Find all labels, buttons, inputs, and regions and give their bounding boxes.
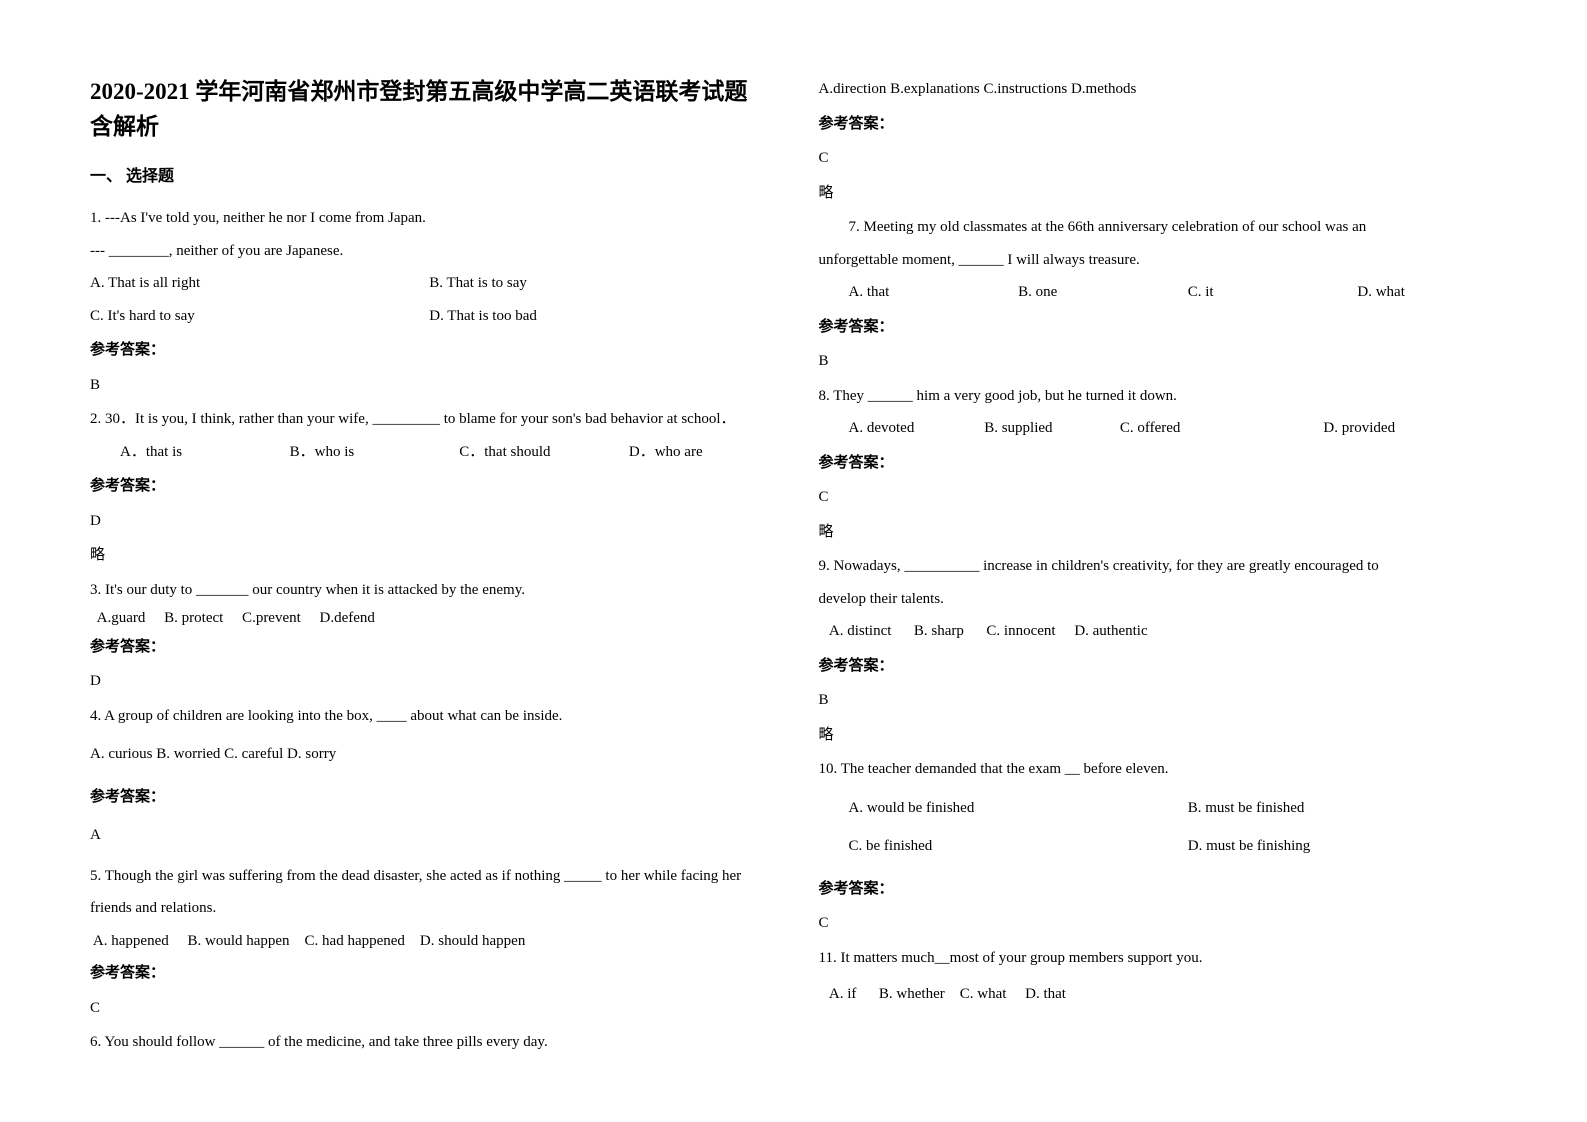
q4-answer: A (90, 821, 769, 850)
q9-line1: 9. Nowadays, __________ increase in chil… (819, 552, 1498, 581)
q4-answer-label: 参考答案： (90, 783, 769, 812)
q1-optA: A. That is all right (90, 269, 429, 298)
q11-opts: A. if B. whether C. what D. that (819, 980, 1498, 1009)
q5-opts: A. happened B. would happen C. had happe… (90, 927, 769, 956)
q1-answer: B (90, 371, 769, 400)
q2-text: 2. 30．It is you, I think, rather than yo… (90, 405, 769, 434)
q3-text: 3. It's our duty to _______ our country … (90, 576, 769, 605)
q1-line1: 1. ---As I've told you, neither he nor I… (90, 204, 769, 233)
q7-optA: A. that (819, 278, 989, 307)
q7-optD: D. what (1327, 278, 1497, 307)
q10-answer-label: 参考答案： (819, 875, 1498, 904)
q5-answer: C (90, 994, 769, 1023)
q1-line2: --- ________, neither of you are Japanes… (90, 237, 769, 266)
q2-optA: A．that is (90, 438, 260, 467)
q7-optB: B. one (988, 278, 1158, 307)
q1-optB: B. That is to say (429, 269, 768, 298)
q6-omit: 略 (819, 179, 1498, 208)
q3-answer-label: 参考答案： (90, 633, 769, 662)
q2-optB: B．who is (260, 438, 430, 467)
q10-optA: A. would be finished (819, 794, 1158, 823)
q3-answer: D (90, 667, 769, 696)
q8-answer-label: 参考答案： (819, 449, 1498, 478)
q11-text: 11. It matters much__most of your group … (819, 944, 1498, 973)
q1-answer-label: 参考答案： (90, 336, 769, 365)
q5-line1: 5. Though the girl was suffering from th… (90, 862, 769, 891)
q1-optC: C. It's hard to say (90, 302, 429, 331)
section-header: 一、 选择题 (90, 162, 769, 192)
q9-answer-label: 参考答案： (819, 652, 1498, 681)
q2-optC: C．that should (429, 438, 599, 467)
q1-optD: D. That is too bad (429, 302, 768, 331)
q6-opts: A.direction B.explanations C.instruction… (819, 75, 1498, 104)
q6-text: 6. You should follow ______ of the medic… (90, 1028, 769, 1057)
q8-optD: D. provided (1293, 414, 1497, 443)
exam-title: 2020-2021 学年河南省郑州市登封第五高级中学高二英语联考试题含解析 (90, 75, 769, 144)
q9-answer: B (819, 686, 1498, 715)
q6-answer: C (819, 144, 1498, 173)
q2-answer: D (90, 507, 769, 536)
right-column: A.direction B.explanations C.instruction… (819, 75, 1498, 1061)
q7-answer-label: 参考答案： (819, 313, 1498, 342)
q5-line2: friends and relations. (90, 894, 769, 923)
q7-answer: B (819, 347, 1498, 376)
q7-optC: C. it (1158, 278, 1328, 307)
q2-answer-label: 参考答案： (90, 472, 769, 501)
q2-omit: 略 (90, 541, 769, 570)
q10-optD: D. must be finishing (1158, 832, 1497, 861)
q9-omit: 略 (819, 721, 1498, 750)
q8-text: 8. They ______ him a very good job, but … (819, 382, 1498, 411)
q3-opts: A.guard B. protect C.prevent D.defend (90, 604, 769, 633)
q10-optC: C. be finished (819, 832, 1158, 861)
q10-optB: B. must be finished (1158, 794, 1497, 823)
q9-opts: A. distinct B. sharp C. innocent D. auth… (819, 617, 1498, 646)
q8-optA: A. devoted (819, 414, 955, 443)
q8-optC: C. offered (1090, 414, 1294, 443)
q9-line2: develop their talents. (819, 585, 1498, 614)
q8-optB: B. supplied (954, 414, 1090, 443)
q8-omit: 略 (819, 518, 1498, 547)
q10-answer: C (819, 909, 1498, 938)
q2-optD: D．who are (599, 438, 769, 467)
q4-opts: A. curious B. worried C. careful D. sorr… (90, 740, 769, 769)
q5-answer-label: 参考答案： (90, 959, 769, 988)
q4-text: 4. A group of children are looking into … (90, 702, 769, 731)
document-page: 2020-2021 学年河南省郑州市登封第五高级中学高二英语联考试题含解析 一、… (0, 0, 1587, 1101)
q7-line1: 7. Meeting my old classmates at the 66th… (819, 213, 1498, 242)
q6-answer-label: 参考答案： (819, 110, 1498, 139)
q10-text: 10. The teacher demanded that the exam _… (819, 755, 1498, 784)
left-column: 2020-2021 学年河南省郑州市登封第五高级中学高二英语联考试题含解析 一、… (90, 75, 769, 1061)
q8-answer: C (819, 483, 1498, 512)
q7-line2: unforgettable moment, ______ I will alwa… (819, 246, 1498, 275)
